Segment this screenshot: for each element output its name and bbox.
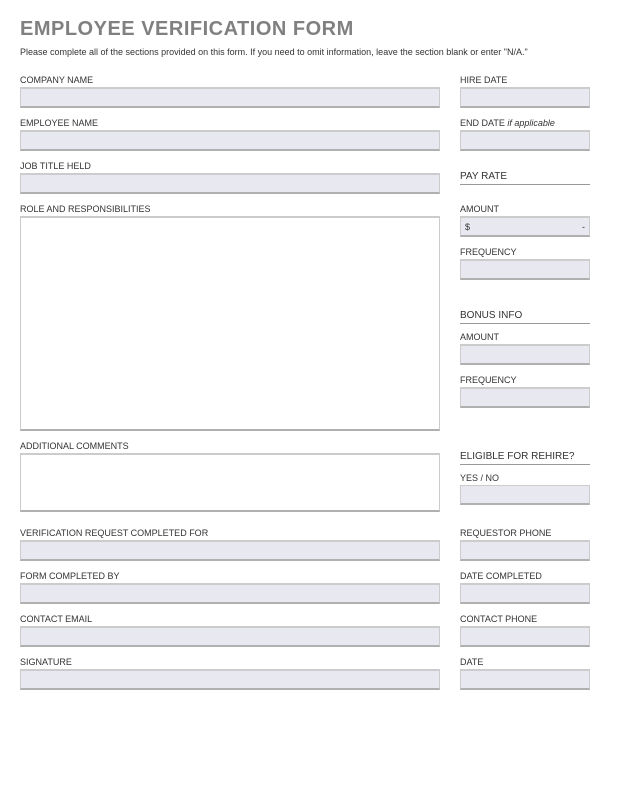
additional-comments-label: ADDITIONAL COMMENTS (20, 437, 440, 454)
yes-no-field: YES / NO (460, 469, 590, 505)
pay-rate-section: PAY RATE (460, 157, 590, 194)
date-completed-field: DATE COMPLETED (460, 567, 590, 604)
pay-frequency-label: FREQUENCY (460, 243, 590, 260)
employee-name-field: EMPLOYEE NAME (20, 114, 440, 151)
bonus-amount-label: AMOUNT (460, 328, 590, 345)
pay-rate-header: PAY RATE (460, 171, 590, 185)
requestor-phone-label: REQUESTOR PHONE (460, 524, 590, 541)
yes-no-label: YES / NO (460, 469, 590, 485)
employee-name-input[interactable] (20, 131, 440, 151)
verification-for-input[interactable] (20, 541, 440, 561)
bonus-frequency-input[interactable] (460, 388, 590, 408)
verification-for-label: VERIFICATION REQUEST COMPLETED FOR (20, 524, 440, 541)
contact-phone-input[interactable] (460, 627, 590, 647)
end-date-suffix: if applicable (507, 118, 555, 128)
end-date-input[interactable] (460, 131, 590, 151)
amount-suffix: - (582, 222, 585, 232)
form-instructions: Please complete all of the sections prov… (20, 47, 599, 57)
form-title: EMPLOYEE VERIFICATION FORM (20, 18, 599, 41)
bonus-amount-input[interactable] (460, 345, 590, 365)
yes-no-input[interactable] (460, 485, 590, 505)
date-label: DATE (460, 653, 590, 670)
eligible-rehire-header: ELIGIBLE FOR REHIRE? (460, 451, 590, 465)
form-completed-by-input[interactable] (20, 584, 440, 604)
hire-date-field: HIRE DATE (460, 71, 590, 108)
contact-phone-field: CONTACT PHONE (460, 610, 590, 647)
contact-email-field: CONTACT EMAIL (20, 610, 440, 647)
job-title-input[interactable] (20, 174, 440, 194)
end-date-label-text: END DATE (460, 118, 505, 128)
amount-prefix: $ (465, 222, 470, 232)
pay-frequency-field: FREQUENCY (460, 243, 590, 280)
contact-email-input[interactable] (20, 627, 440, 647)
verification-for-field: VERIFICATION REQUEST COMPLETED FOR (20, 524, 440, 561)
company-name-label: COMPANY NAME (20, 71, 440, 88)
date-field: DATE (460, 653, 590, 690)
role-resp-field: ROLE AND RESPONSIBILITIES (20, 200, 440, 431)
signature-input[interactable] (20, 670, 440, 690)
end-date-label: END DATE if applicable (460, 114, 590, 131)
bonus-amount-field: AMOUNT (460, 328, 590, 365)
bonus-frequency-field: FREQUENCY (460, 371, 590, 408)
contact-email-label: CONTACT EMAIL (20, 610, 440, 627)
date-input[interactable] (460, 670, 590, 690)
hire-date-input[interactable] (460, 88, 590, 108)
company-name-input[interactable] (20, 88, 440, 108)
requestor-phone-field: REQUESTOR PHONE (460, 524, 590, 561)
date-completed-label: DATE COMPLETED (460, 567, 590, 584)
end-date-field: END DATE if applicable (460, 114, 590, 151)
signature-label: SIGNATURE (20, 653, 440, 670)
pay-amount-input[interactable]: $ - (460, 217, 590, 237)
job-title-label: JOB TITLE HELD (20, 157, 440, 174)
company-name-field: COMPANY NAME (20, 71, 440, 108)
additional-comments-field: ADDITIONAL COMMENTS (20, 437, 440, 512)
job-title-field: JOB TITLE HELD (20, 157, 440, 194)
pay-amount-field: AMOUNT $ - (460, 200, 590, 237)
contact-phone-label: CONTACT PHONE (460, 610, 590, 627)
form-completed-by-label: FORM COMPLETED BY (20, 567, 440, 584)
role-resp-input[interactable] (20, 217, 440, 431)
hire-date-label: HIRE DATE (460, 71, 590, 88)
role-resp-label: ROLE AND RESPONSIBILITIES (20, 200, 440, 217)
employee-name-label: EMPLOYEE NAME (20, 114, 440, 131)
pay-frequency-input[interactable] (460, 260, 590, 280)
pay-amount-label: AMOUNT (460, 200, 590, 217)
form-completed-by-field: FORM COMPLETED BY (20, 567, 440, 604)
requestor-phone-input[interactable] (460, 541, 590, 561)
signature-field: SIGNATURE (20, 653, 440, 690)
bonus-info-header: BONUS INFO (460, 310, 590, 324)
date-completed-input[interactable] (460, 584, 590, 604)
additional-comments-input[interactable] (20, 454, 440, 512)
bonus-frequency-label: FREQUENCY (460, 371, 590, 388)
